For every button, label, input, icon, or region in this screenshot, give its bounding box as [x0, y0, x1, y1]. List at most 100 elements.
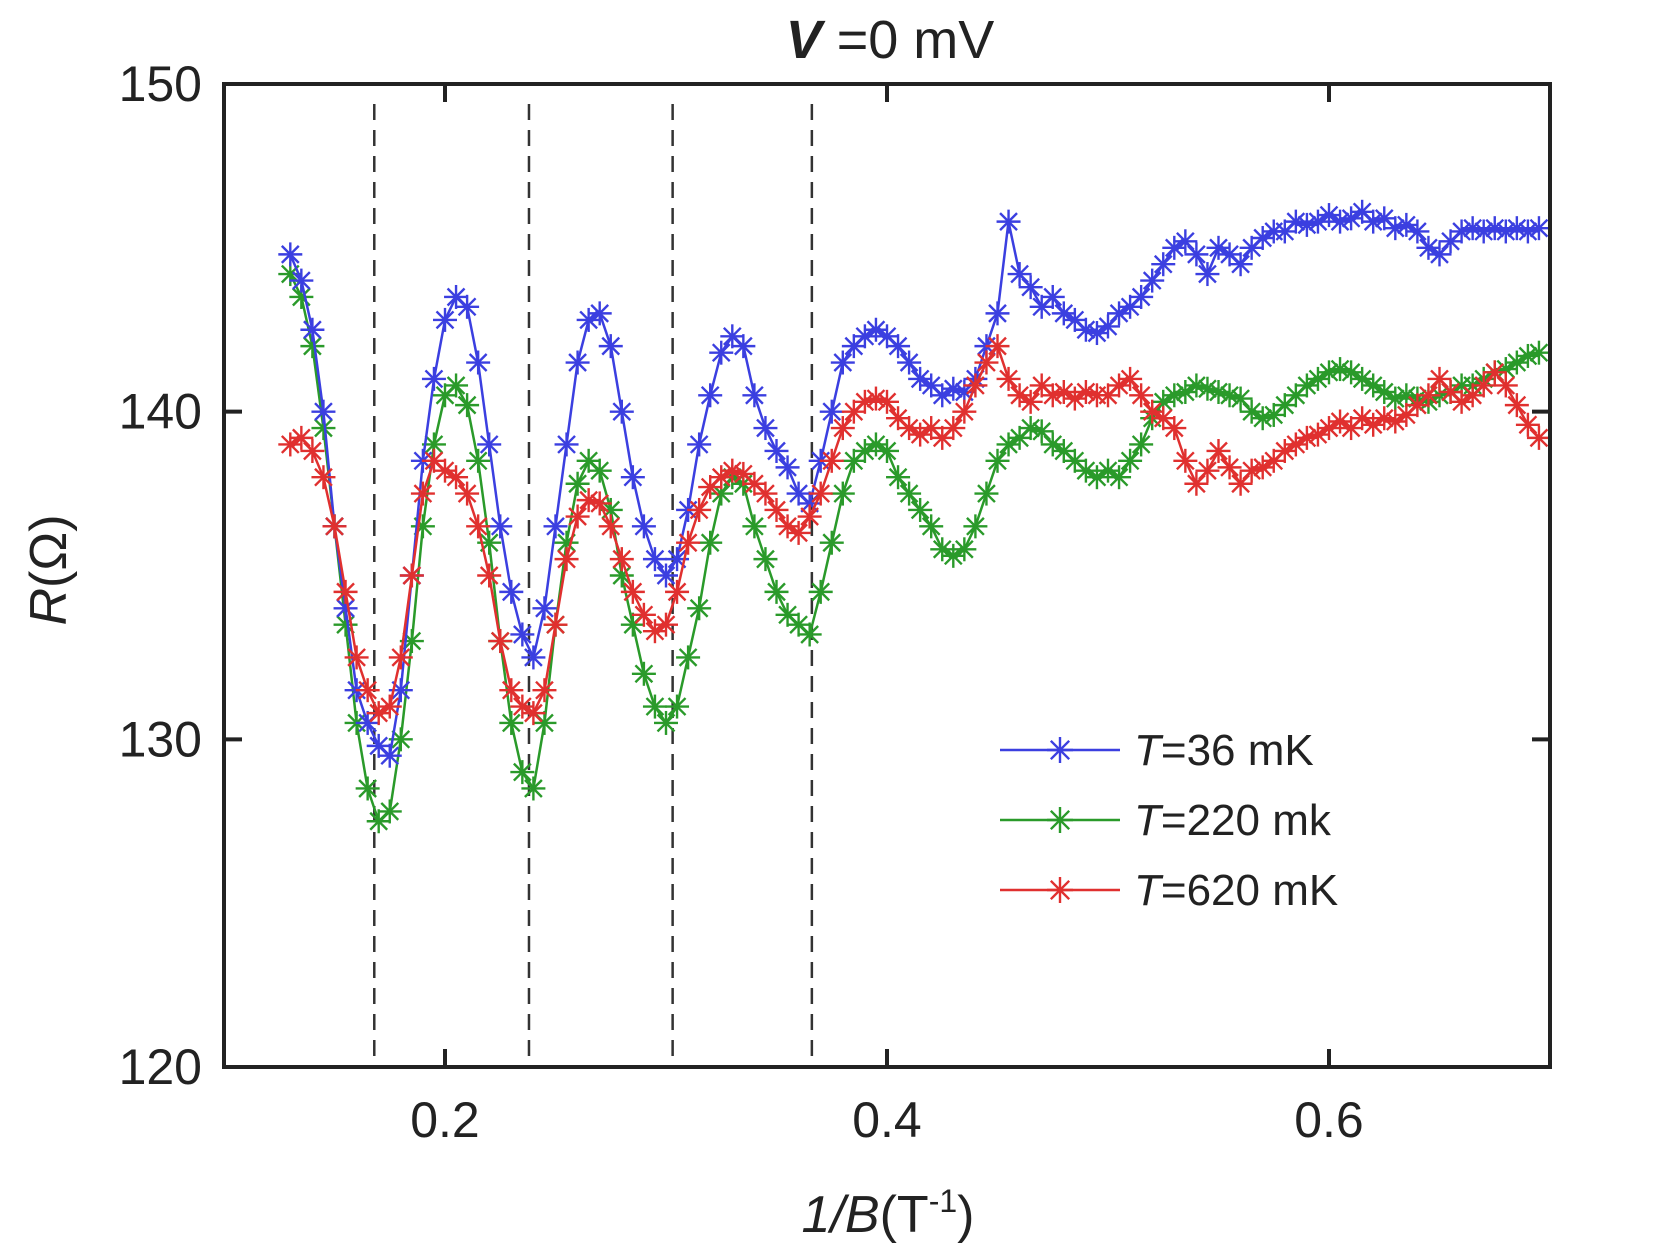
dashed-reference-lines: [373, 104, 814, 1067]
data-point: [1162, 235, 1187, 260]
data-point: [377, 694, 402, 719]
data-point: [1504, 393, 1529, 418]
data-point: [311, 399, 336, 424]
data-point: [1018, 275, 1043, 300]
data-point: [300, 317, 325, 342]
y-axis-label-unit: (Ω): [20, 514, 78, 588]
data-point: [1339, 206, 1364, 231]
chart-title-variable: V: [786, 10, 826, 70]
legend-label: T=36 mK: [1134, 726, 1314, 775]
data-point: [1073, 458, 1098, 483]
data-point: [587, 301, 612, 326]
chart-title-value: =0 mV: [822, 10, 995, 70]
legend-entry: T=620 mK: [1000, 866, 1338, 915]
data-point: [344, 645, 369, 670]
data-point: [764, 579, 789, 604]
data-point: [311, 465, 336, 490]
data-point: [1162, 416, 1187, 441]
data-point: [488, 514, 513, 539]
data-point: [1184, 242, 1209, 267]
data-point: [410, 514, 435, 539]
data-point: [1515, 412, 1540, 437]
data-point: [289, 268, 314, 293]
x-axis-label-exponent: -1: [929, 1183, 957, 1219]
data-point: [654, 563, 678, 588]
data-point: [300, 438, 325, 463]
data-point: [410, 481, 435, 506]
data-point: [875, 389, 899, 414]
data-point: [1040, 284, 1065, 309]
data-point: [1350, 199, 1375, 224]
data-point: [1173, 448, 1198, 473]
data-point: [819, 530, 844, 555]
data-point: [698, 475, 723, 500]
data-point: [1129, 432, 1154, 457]
data-point: [775, 514, 800, 539]
data-point: [1151, 252, 1176, 277]
y-tick-label: 120: [119, 1039, 202, 1095]
data-point: [985, 301, 1010, 326]
data-point: [477, 432, 502, 457]
data-point: [642, 619, 667, 644]
data-point: [433, 458, 457, 483]
data-point: [830, 350, 855, 375]
data-point: [786, 520, 811, 545]
data-point: [1018, 389, 1043, 414]
data-point: [355, 710, 380, 735]
data-point: [1129, 284, 1154, 309]
data-point: [499, 710, 524, 735]
data-point: [1283, 209, 1308, 234]
data-point: [565, 471, 590, 496]
data-point: [886, 465, 911, 490]
data-point: [1305, 366, 1330, 391]
data-point: [355, 776, 380, 801]
data-point: [543, 612, 568, 637]
data-point: [433, 307, 457, 332]
data-point: [1084, 465, 1109, 490]
data-point: [1394, 402, 1419, 427]
data-point: [775, 455, 800, 480]
data-point: [731, 334, 756, 359]
data-point: [687, 596, 712, 621]
data-point: [466, 514, 491, 539]
data-point: [1526, 340, 1551, 365]
data-point: [1007, 383, 1032, 408]
data-point: [797, 622, 822, 647]
data-point: [742, 514, 767, 539]
data-point: [808, 579, 833, 604]
data-point: [1228, 386, 1253, 411]
data-point: [1328, 357, 1353, 382]
data-point: [499, 678, 524, 703]
data-point: [587, 458, 612, 483]
data-point: [875, 438, 899, 463]
data-point: [609, 399, 634, 424]
data-point: [1361, 209, 1386, 234]
data-point: [421, 366, 446, 391]
data-point: [1526, 425, 1551, 450]
data-point: [1482, 360, 1507, 385]
data-point: [753, 547, 778, 572]
data-point: [609, 563, 634, 588]
data-point: [1206, 438, 1231, 463]
data-point: [377, 799, 402, 824]
plot-frame: [222, 82, 1552, 1069]
data-point: [1118, 366, 1143, 391]
data-point: [886, 334, 911, 359]
data-point: [1129, 383, 1154, 408]
data-point: [1294, 212, 1319, 237]
data-point: [753, 481, 778, 506]
data-point: [963, 373, 988, 398]
data-point: [1047, 737, 1073, 763]
x-axis-label-variable: 1/B: [802, 1186, 880, 1244]
data-point: [1460, 216, 1485, 241]
data-point: [532, 596, 557, 621]
data-point: [388, 645, 413, 670]
data-point: [819, 448, 844, 473]
data-point: [1526, 216, 1551, 241]
data-point: [1107, 373, 1132, 398]
y-tick-label: 130: [119, 711, 202, 767]
data-point: [797, 504, 822, 529]
data-point: [631, 661, 656, 686]
